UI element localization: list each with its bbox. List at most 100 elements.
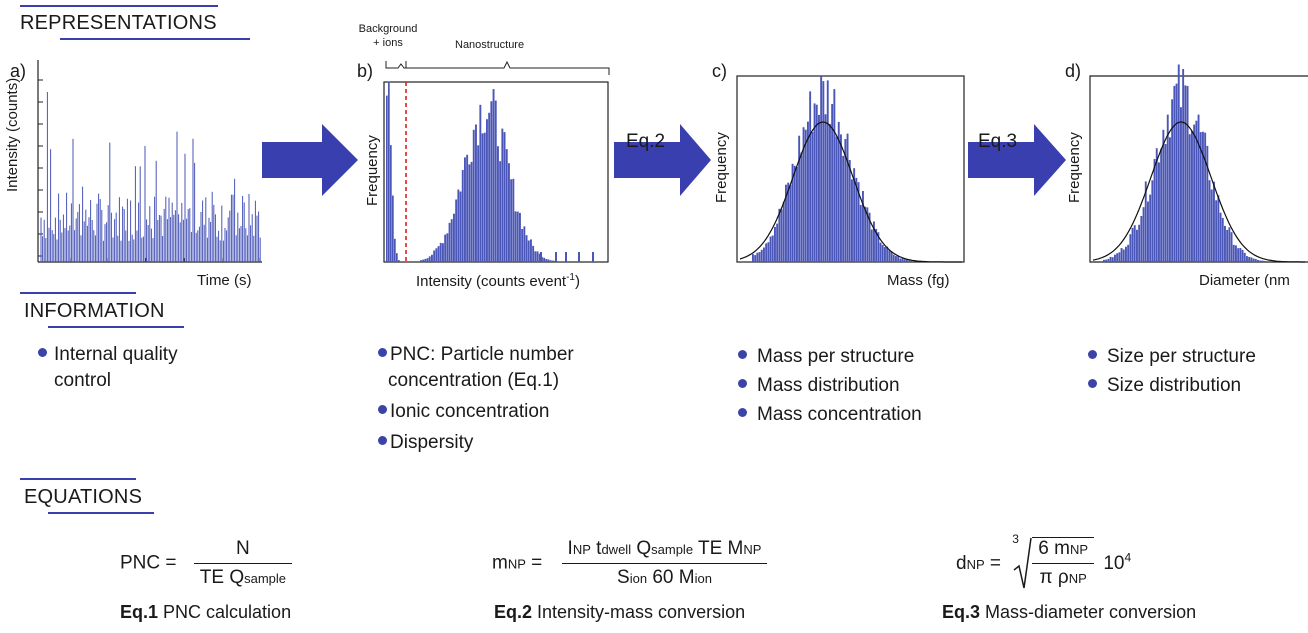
- bullet-icon: [378, 348, 387, 357]
- histogram-bar: [459, 191, 462, 262]
- histogram-bar: [774, 226, 776, 262]
- histogram-bar: [782, 201, 785, 262]
- histogram-bar: [1140, 216, 1143, 262]
- histogram-bar: [486, 119, 488, 262]
- bullet-icon: [378, 436, 387, 445]
- equation-subscript: NP: [1068, 571, 1087, 586]
- bullet-icon: [738, 379, 747, 388]
- bullet-icon: [378, 405, 387, 414]
- list-item: PNC: Particle number: [378, 342, 574, 368]
- histogram-bar: [826, 80, 829, 263]
- equation-equals: =: [984, 553, 1002, 575]
- histogram-bar: [1237, 248, 1240, 262]
- panel-a-letter: a): [10, 61, 27, 81]
- histogram-bar: [833, 89, 836, 262]
- histogram-bar: [1232, 244, 1235, 262]
- histogram-bar: [470, 161, 473, 262]
- arrow-eq3-icon: [968, 124, 1066, 196]
- histogram-bar: [844, 139, 847, 262]
- histogram-bar: [1144, 181, 1147, 262]
- equation-subscript: sample: [651, 542, 694, 557]
- equation-subscript: NP: [572, 542, 591, 557]
- histogram-bar: [800, 152, 803, 262]
- histogram-bar: [547, 259, 550, 262]
- histogram-bar: [756, 252, 759, 262]
- histogram-bar: [523, 226, 526, 262]
- histogram-bar: [1169, 137, 1171, 262]
- list-item-text: Internal quality: [54, 344, 178, 365]
- equation-subscript: ion: [694, 571, 712, 586]
- histogram-bar: [895, 256, 897, 262]
- histogram-bar: [1111, 257, 1114, 262]
- equation-lhs: m: [492, 552, 508, 574]
- histogram-bar: [494, 100, 497, 262]
- histogram-bar: [864, 206, 867, 262]
- histogram-bar: [1217, 195, 1220, 262]
- histogram-bar: [532, 245, 535, 262]
- histogram-bar: [866, 207, 869, 262]
- histogram-bar: [881, 244, 884, 262]
- equation-factor: 10: [1103, 553, 1125, 575]
- arrow-eq3-label: Eq.3: [978, 131, 1018, 152]
- section-rule: [60, 38, 250, 40]
- histogram-bar: [822, 81, 825, 262]
- equation-term: t: [590, 538, 602, 559]
- equation-term: TE Q: [199, 567, 245, 588]
- histogram-bar: [437, 246, 440, 262]
- histogram-bar: [1105, 259, 1108, 262]
- histogram-bar: [1210, 189, 1213, 262]
- histogram-bar: [1254, 259, 1257, 262]
- histogram-bar: [448, 222, 451, 262]
- histogram-bar: [1138, 224, 1141, 262]
- histogram-bar: [862, 191, 864, 262]
- histogram-bar: [1129, 234, 1132, 262]
- section-rule: [20, 478, 136, 480]
- histogram-bar: [514, 211, 517, 262]
- histogram-bar: [386, 95, 388, 262]
- histogram-bar: [1136, 229, 1138, 262]
- histogram-bar: [811, 132, 814, 262]
- histogram-bar: [516, 211, 519, 262]
- histogram-bar: [765, 243, 768, 262]
- histogram-bar: [1186, 86, 1189, 262]
- arrow-icon: [262, 124, 358, 196]
- histogram-bar: [1191, 131, 1193, 262]
- equation-3: dNP = 3 6 mNP π ρNP 104: [956, 532, 1131, 592]
- histogram-bar: [875, 228, 878, 262]
- caption-bold: Eq.1: [120, 602, 159, 622]
- bullet-icon: [738, 350, 747, 359]
- histogram-bar: [1166, 114, 1169, 262]
- histogram-bar: [1180, 107, 1182, 262]
- panel-d-ylabel: Frequency: [1066, 132, 1083, 203]
- histogram-bar: [1208, 180, 1211, 262]
- histogram-bar: [578, 252, 580, 262]
- histogram-bar: [505, 149, 508, 262]
- panel-d-letter: d): [1065, 61, 1082, 81]
- bullet-icon: [738, 408, 747, 417]
- histogram-bar: [842, 155, 845, 262]
- histogram-bar: [483, 132, 486, 262]
- histogram-bar: [477, 145, 480, 262]
- histogram-bar: [396, 253, 398, 262]
- histogram-bar: [1149, 194, 1152, 262]
- list-item: Internal quality: [38, 342, 178, 368]
- histogram-bar: [392, 195, 394, 262]
- histogram-bar: [512, 178, 515, 262]
- equation-denominator: π ρNP: [1032, 564, 1094, 589]
- list-item-text: Mass per structure: [757, 346, 915, 367]
- gaussian-fit-line: [1092, 121, 1305, 263]
- histogram-bar: [785, 184, 787, 262]
- equation-numerator: 6 mNP: [1032, 538, 1095, 564]
- panel-c-xlabel: Mass (fg): [887, 272, 950, 289]
- equation-denominator: TE Qsample: [194, 564, 292, 589]
- histogram-bar: [1199, 132, 1202, 262]
- histogram-bar: [851, 179, 853, 262]
- info-b-list: PNC: Particle number concentration (Eq.1…: [378, 342, 574, 456]
- histogram-bar: [1239, 248, 1242, 262]
- info-c-list: Mass per structure Mass distribution Mas…: [738, 342, 922, 429]
- histogram-bar: [464, 157, 466, 262]
- equation-denominator: Sion 60 Mion: [562, 564, 768, 589]
- histogram-bar: [1188, 134, 1191, 262]
- histogram-bar: [798, 135, 801, 262]
- bracket-label-line: Background: [358, 23, 418, 35]
